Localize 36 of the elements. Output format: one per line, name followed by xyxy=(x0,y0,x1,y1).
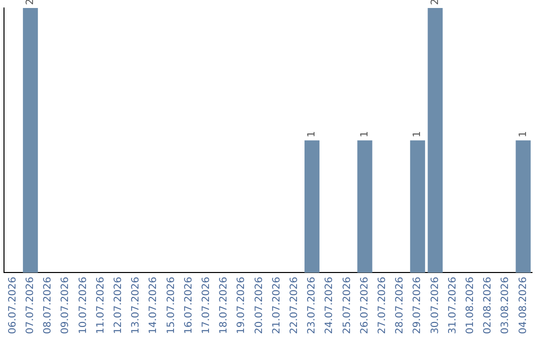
x-tick-label: 26.07.2026 xyxy=(359,276,370,334)
data-label: 1 xyxy=(306,130,318,138)
x-tick-label: 21.07.2026 xyxy=(271,276,282,334)
data-label: 1 xyxy=(518,130,529,138)
x-tick-label: 08.07.2026 xyxy=(42,276,54,334)
x-tick-label: 24.07.2026 xyxy=(324,276,336,334)
x-tick-label: 31.07.2026 xyxy=(447,276,458,334)
x-tick-label: 16.07.2026 xyxy=(183,276,194,334)
data-label: 1 xyxy=(412,130,424,138)
x-tick-label: 12.07.2026 xyxy=(112,276,124,334)
x-tick-label: 22.07.2026 xyxy=(288,276,300,334)
x-tick-label: 20.07.2026 xyxy=(254,276,265,334)
x-tick-label: 10.07.2026 xyxy=(78,276,89,334)
x-tick-label: 28.07.2026 xyxy=(394,276,406,334)
x-tick-label: 11.07.2026 xyxy=(95,276,106,334)
x-tick-label: 04.08.2026 xyxy=(518,276,529,334)
x-tick-label: 29.07.2026 xyxy=(412,276,424,334)
x-tick-label: 03.08.2026 xyxy=(500,276,512,334)
x-tick-label: 06.07.2026 xyxy=(7,276,18,334)
x-tick-label: 17.07.2026 xyxy=(200,276,212,334)
x-tick-label: 25.07.2026 xyxy=(342,276,353,334)
x-tick-label: 30.07.2026 xyxy=(430,276,441,334)
x-tick-label: 23.07.2026 xyxy=(306,276,318,334)
x-tick-label: 09.07.2026 xyxy=(60,276,72,334)
x-tick-label: 01.08.2026 xyxy=(464,276,476,334)
data-label: 1 xyxy=(359,130,370,138)
x-tick-label: 02.08.2026 xyxy=(482,276,494,334)
x-tick-label: 07.07.2026 xyxy=(24,276,36,334)
x-tick-label: 14.07.2026 xyxy=(148,276,160,334)
x-tick-label: 18.07.2026 xyxy=(218,276,230,334)
data-label: 2 xyxy=(24,0,36,5)
x-tick-label: 19.07.2026 xyxy=(236,276,248,334)
x-tick-label: 15.07.2026 xyxy=(166,276,177,334)
data-label: 2 xyxy=(430,0,441,5)
x-tick-label: 27.07.2026 xyxy=(376,276,388,334)
x-tick-label: 13.07.2026 xyxy=(130,276,142,334)
